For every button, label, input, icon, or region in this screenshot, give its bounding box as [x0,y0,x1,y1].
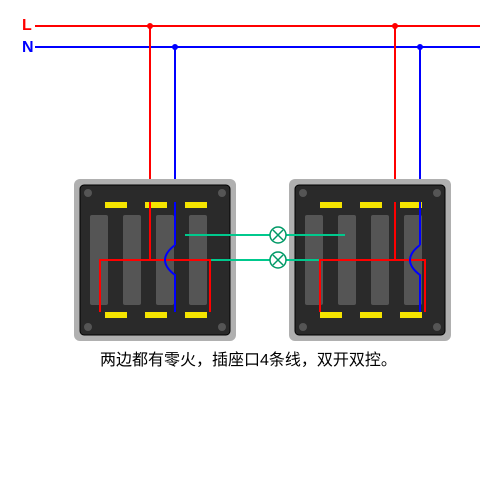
tap-right_N-node [417,44,423,50]
screw-boss [433,189,441,197]
tap-right_L-node [392,23,398,29]
screw-boss [299,323,307,331]
screw-boss [433,323,441,331]
label-L: L [22,17,32,34]
label-N: N [22,39,34,56]
terminal-right-bottom-2 [400,312,422,318]
tap-left_N-node [172,44,178,50]
terminal-right-top-2 [400,202,422,208]
terminal-left-top-2 [185,202,207,208]
terminal-right-bottom-1 [360,312,382,318]
terminal-left-top-1 [145,202,167,208]
terminal-left-bottom-1 [145,312,167,318]
screw-boss [218,189,226,197]
screw-boss [84,323,92,331]
terminal-right-top-1 [360,202,382,208]
caption-text: 两边都有零火，插座口4条线，双开双控。 [100,351,397,369]
lamp-lower-icon [270,252,286,268]
screw-boss [84,189,92,197]
terminal-right-top-0 [320,202,342,208]
terminal-right-bottom-0 [320,312,342,318]
terminal-left-bottom-0 [105,312,127,318]
terminal-left-top-0 [105,202,127,208]
tap-left_L-node [147,23,153,29]
screw-boss [218,323,226,331]
lamp-upper-icon [270,227,286,243]
terminal-left-bottom-2 [185,312,207,318]
screw-boss [299,189,307,197]
